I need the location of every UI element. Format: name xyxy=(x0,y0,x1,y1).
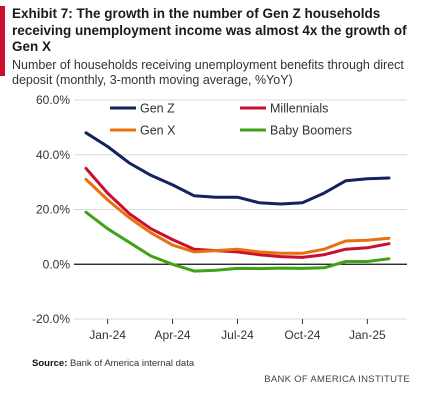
series-line-baby-boomers xyxy=(84,210,391,273)
source-note: Source: Bank of America internal data xyxy=(32,358,194,369)
line-chart: 60.0% 40.0% 20.0% 0.0% -20.0% Jan-24 Apr-24 Ju… xyxy=(32,93,407,342)
source-label: Source: xyxy=(32,358,68,369)
y-axis-ticks: 60.0% 40.0% 20.0% 0.0% -20.0% xyxy=(32,93,70,326)
legend: Gen Z Millennials Gen X Baby Boomers xyxy=(110,102,352,138)
series-line-gen-x xyxy=(84,177,391,255)
x-tick-label: Jan-24 xyxy=(89,328,126,342)
x-tick-label: Oct-24 xyxy=(284,328,320,342)
y-tick-label: 20.0% xyxy=(36,203,70,217)
x-tick-label: Jul-24 xyxy=(221,328,254,342)
series-line-gen-z xyxy=(84,131,391,206)
x-tick-label: Jan-25 xyxy=(349,328,386,342)
y-tick-label: 0.0% xyxy=(43,257,71,271)
y-tick-label: 60.0% xyxy=(36,93,70,107)
brand-footer: BANK OF AMERICA INSTITUTE xyxy=(264,374,410,385)
legend-label-millennials: Millennials xyxy=(270,102,328,116)
gridlines xyxy=(74,99,407,320)
accent-bar xyxy=(0,6,5,76)
legend-label-gen-z: Gen Z xyxy=(140,102,175,116)
x-axis-ticks: Jan-24 Apr-24 Jul-24 Oct-24 Jan-25 xyxy=(89,319,386,342)
source-text: Bank of America internal data xyxy=(70,358,195,369)
series-lines xyxy=(84,131,391,273)
x-tick-label: Apr-24 xyxy=(155,328,191,342)
y-tick-label: -20.0% xyxy=(32,312,70,326)
chart-subtitle: Number of households receiving unemploym… xyxy=(12,57,404,87)
y-tick-label: 40.0% xyxy=(36,148,70,162)
series-line-millennials xyxy=(84,166,391,259)
legend-label-gen-x: Gen X xyxy=(140,124,176,138)
chart-title: Exhibit 7: The growth in the number of G… xyxy=(12,6,407,54)
chart-header: Exhibit 7: The growth in the number of G… xyxy=(12,6,424,88)
legend-label-baby-boomers: Baby Boomers xyxy=(270,124,352,138)
